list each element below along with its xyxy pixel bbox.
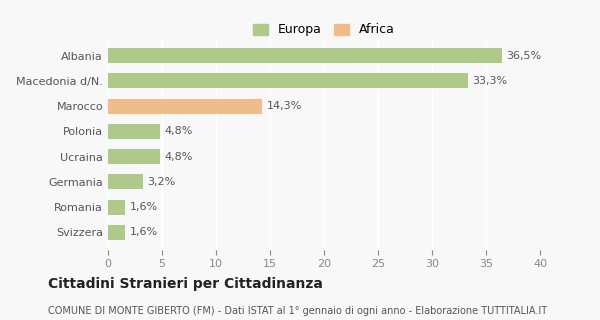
Bar: [108, 73, 467, 88]
Bar: [108, 149, 160, 164]
Bar: [108, 48, 502, 63]
Text: 1,6%: 1,6%: [130, 228, 158, 237]
Bar: [108, 124, 160, 139]
Text: 36,5%: 36,5%: [506, 51, 542, 60]
Text: Cittadini Stranieri per Cittadinanza: Cittadini Stranieri per Cittadinanza: [48, 277, 323, 291]
Bar: [108, 200, 125, 215]
Text: 4,8%: 4,8%: [164, 152, 193, 162]
Bar: [108, 99, 262, 114]
Bar: [108, 174, 143, 189]
Text: 1,6%: 1,6%: [130, 202, 158, 212]
Legend: Europa, Africa: Europa, Africa: [247, 17, 401, 43]
Bar: [108, 225, 125, 240]
Text: 3,2%: 3,2%: [147, 177, 175, 187]
Text: 4,8%: 4,8%: [164, 126, 193, 136]
Text: COMUNE DI MONTE GIBERTO (FM) - Dati ISTAT al 1° gennaio di ogni anno - Elaborazi: COMUNE DI MONTE GIBERTO (FM) - Dati ISTA…: [48, 306, 547, 316]
Text: 14,3%: 14,3%: [267, 101, 302, 111]
Text: 33,3%: 33,3%: [472, 76, 507, 86]
